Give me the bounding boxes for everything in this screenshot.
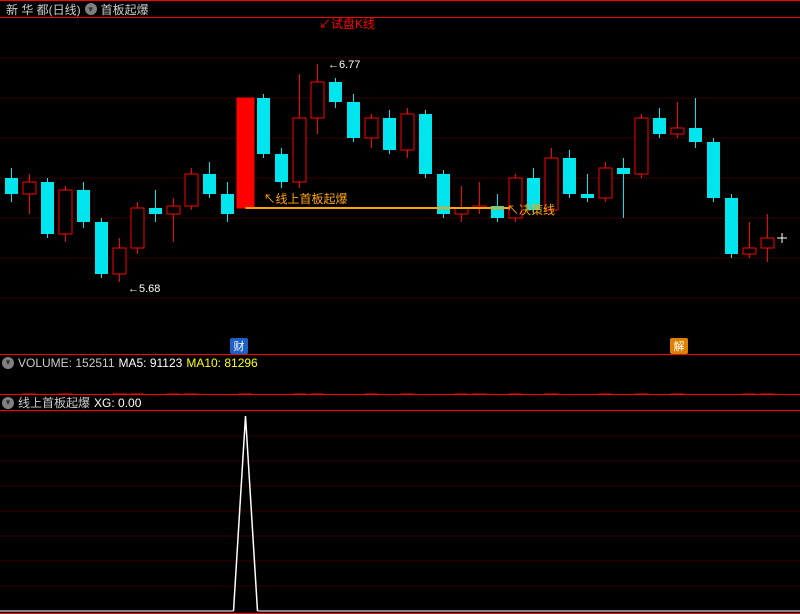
svg-text:↖线上首板起爆: ↖线上首板起爆 (264, 192, 348, 206)
candle-svg: ↙试盘K线 ←6.77 ←5.68 ↖线上首板起爆 ↖决策线 (0, 18, 800, 338)
indicator-header: ▾ 线上首板起爆 XG: 0.00 (0, 395, 800, 411)
indicator-title: 线上首板起爆 (18, 394, 90, 411)
indicator-name: 首板起爆 (101, 1, 149, 18)
svg-text:←6.77: ←6.77 (328, 59, 360, 71)
ma10-value: MA10: 81296 (186, 356, 257, 370)
svg-text:←5.68: ←5.68 (128, 283, 160, 295)
ma5-value: MA5: 91123 (119, 356, 183, 370)
badge-cai[interactable]: 财 (230, 338, 248, 354)
title-text: 新 华 都(日线) (6, 1, 81, 18)
indicator-chart[interactable] (0, 411, 800, 614)
toggle-icon[interactable]: ▾ (85, 3, 97, 15)
chart-header: 新 华 都(日线) ▾ 首板起爆 (0, 0, 800, 18)
volume-chart[interactable] (0, 370, 800, 395)
toggle-icon[interactable]: ▾ (2, 397, 14, 409)
toggle-icon[interactable]: ▾ (2, 357, 14, 369)
badge-row: 财 解 (0, 338, 800, 354)
price-chart[interactable]: ↙试盘K线 ←6.77 ←5.68 ↖线上首板起爆 ↖决策线 (0, 18, 800, 338)
volume-value: VOLUME: 152511 (18, 356, 115, 370)
volume-svg (0, 370, 800, 395)
svg-text:↖决策线: ↖决策线 (507, 203, 555, 217)
indicator-xg: XG: 0.00 (94, 396, 141, 410)
volume-header: ▾ VOLUME: 152511 MA5: 91123 MA10: 81296 (0, 354, 800, 370)
indicator-svg (0, 411, 800, 614)
svg-text:↙试盘K线: ↙试盘K线 (319, 18, 375, 31)
badge-jie[interactable]: 解 (670, 338, 688, 354)
